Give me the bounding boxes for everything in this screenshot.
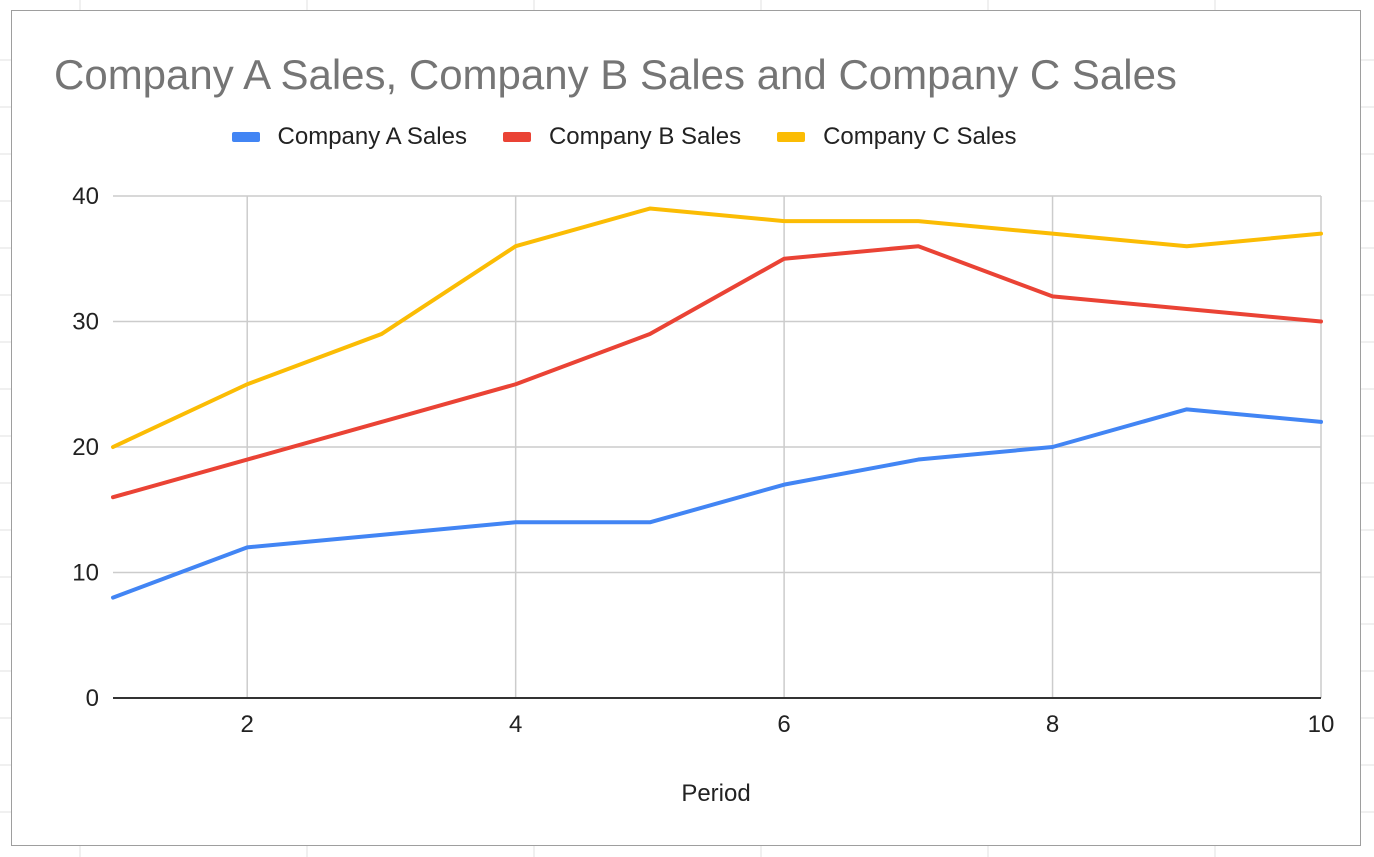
x-axis-title: Period <box>681 780 750 807</box>
x-tick-label: 4 <box>509 711 522 738</box>
series-line-company-a <box>111 407 1323 600</box>
chart-container[interactable]: Company A Sales, Company B Sales and Com… <box>11 10 1361 846</box>
y-tick-label: 20 <box>72 434 99 461</box>
series-line-company-b <box>111 244 1323 500</box>
grid-lines <box>113 195 1322 699</box>
x-tick-label: 8 <box>1046 711 1059 738</box>
y-tick-label: 10 <box>72 560 99 587</box>
legend-swatch-company-c <box>777 132 806 142</box>
legend-label-company-a: Company A Sales <box>277 123 467 150</box>
x-tick-label: 10 <box>1308 711 1335 738</box>
x-tick-label: 6 <box>777 711 790 738</box>
y-tick-label: 30 <box>72 309 99 336</box>
series-lines <box>111 206 1323 600</box>
legend-item-company-b[interactable]: Company B Sales <box>502 123 742 151</box>
legend-label-company-b: Company B Sales <box>548 123 742 150</box>
legend-swatch-company-a <box>231 132 260 142</box>
tick-labels: 0 10 20 30 40 2 4 6 8 10 <box>72 183 1334 738</box>
legend-swatch-company-b <box>502 132 531 142</box>
legend-label-company-c: Company C Sales <box>823 123 1017 150</box>
x-tick-label: 2 <box>241 711 254 738</box>
series-line-company-c <box>111 206 1323 449</box>
plot-area: 0 10 20 30 40 2 4 6 8 10 Period <box>72 183 1334 807</box>
y-tick-label: 0 <box>86 685 99 712</box>
chart-title: Company A Sales, Company B Sales and Com… <box>54 51 1177 98</box>
y-tick-label: 40 <box>72 183 99 210</box>
legend-item-company-c[interactable]: Company C Sales <box>777 123 1016 151</box>
legend-item-company-a[interactable]: Company A Sales <box>231 123 467 151</box>
chart-legend: Company A Sales Company B Sales Company … <box>12 123 1362 151</box>
